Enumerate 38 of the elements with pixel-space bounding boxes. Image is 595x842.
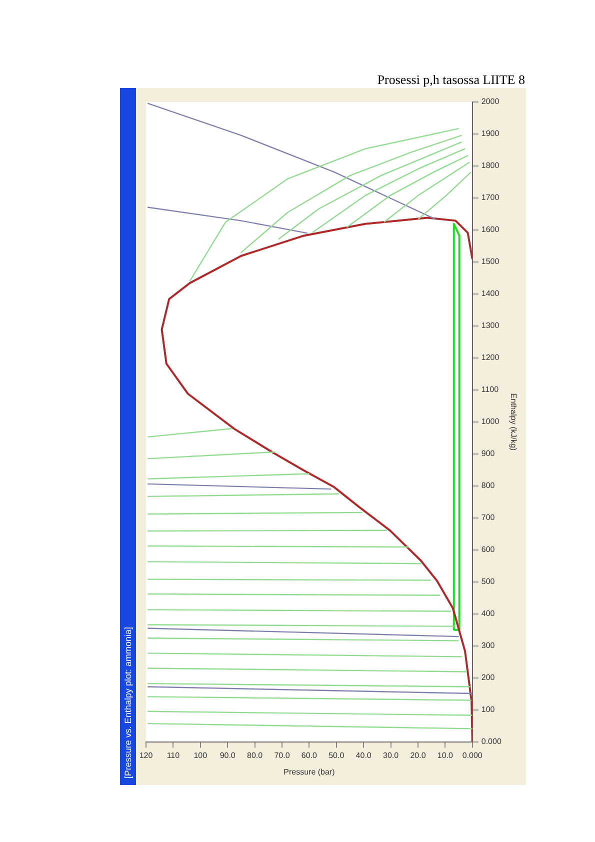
x-tick-label: 10.0 <box>437 750 454 760</box>
y-tick-label: 1600 <box>481 225 500 234</box>
x-tick-label: 30.0 <box>382 750 400 760</box>
x-tick-label: 80.0 <box>247 750 264 760</box>
text: Prosessi p,h tasossa LIITE 8 <box>377 72 525 88</box>
y-tick-label: 300 <box>481 641 496 650</box>
y-tick-label: 800 <box>481 481 496 490</box>
y-tick-label: 1000 <box>481 417 500 426</box>
y-tick-label: 500 <box>481 577 496 586</box>
y-axis-title: Enthalpy (kJ/kg) <box>508 393 518 451</box>
x-tick-label: 0.000 <box>462 750 483 760</box>
y-tick-label: 1800 <box>481 161 500 170</box>
x-tick-label: 90.0 <box>220 750 236 760</box>
y-tick-label: 100 <box>481 705 496 714</box>
y-tick-label: 400 <box>481 609 496 618</box>
y-tick-label: 1100 <box>481 385 500 394</box>
y-tick-label: 900 <box>481 449 496 458</box>
y-tick-label: 2000 <box>481 97 500 106</box>
y-tick-label: 1300 <box>481 321 500 330</box>
x-tick-label: 50.0 <box>328 750 345 760</box>
y-tick-label: 1400 <box>481 289 500 298</box>
x-tick-label: 40.0 <box>356 750 372 760</box>
x-tick-label: 110 <box>166 750 180 760</box>
y-tick-label: 0.000 <box>481 737 502 746</box>
x-tick-label: 60.0 <box>301 750 318 760</box>
x-axis-title: Pressure (bar) <box>284 767 336 776</box>
y-tick-label: 1700 <box>481 193 500 202</box>
x-tick-label: 120 <box>139 750 154 760</box>
y-tick-label: 1900 <box>481 129 500 138</box>
x-tick-label: 20.0 <box>410 750 426 760</box>
x-tick-label: 100 <box>194 750 208 760</box>
y-tick-label: 700 <box>481 513 496 522</box>
y-tick-label: 1200 <box>481 353 500 362</box>
y-tick-label: 1500 <box>481 257 500 266</box>
y-tick-label: 200 <box>481 673 496 682</box>
y-tick-label: 600 <box>481 545 496 554</box>
x-tick-label: 70.0 <box>274 750 290 760</box>
text: [Pressure vs. Enthalpy plot: ammonia] <box>122 627 134 779</box>
